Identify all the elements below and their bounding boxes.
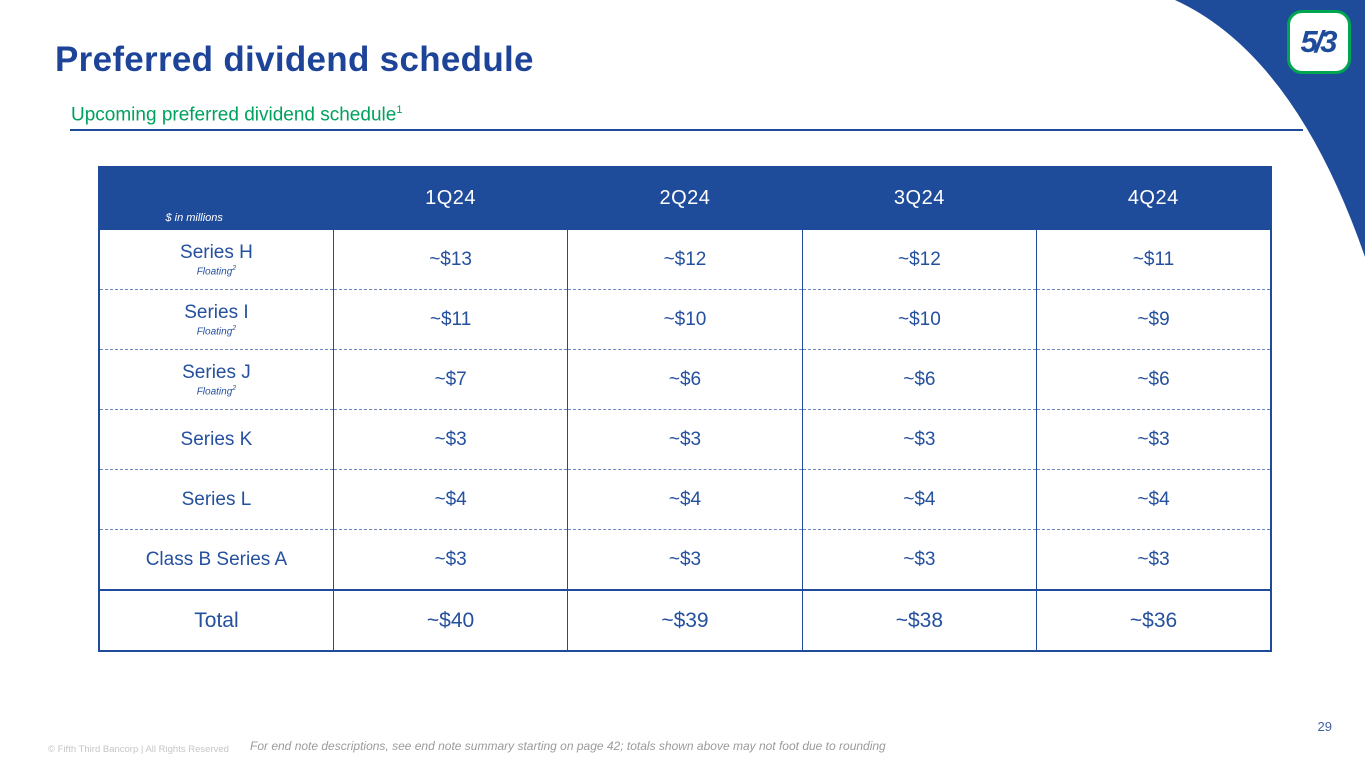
section-subtitle: Upcoming preferred dividend schedule1 — [71, 104, 402, 126]
cell-value: ~$9 — [1036, 289, 1271, 350]
cell-value: ~$3 — [1036, 409, 1271, 470]
row-label-cell: Series I Floating2 — [99, 289, 334, 350]
row-sublabel: Floating2 — [196, 384, 237, 398]
endnote-footnote: For end note descriptions, see end note … — [250, 739, 886, 753]
row-label: Series H — [180, 241, 253, 263]
dividend-schedule-table: $ in millions 1Q24 2Q24 3Q24 4Q24 Series… — [98, 166, 1272, 652]
row-label: Series J — [182, 361, 251, 383]
table-row-series-h: Series H Floating2 ~$13 ~$12 ~$12 ~$11 — [99, 229, 1271, 290]
cell-value: ~$10 — [801, 289, 1037, 350]
total-value: ~$39 — [567, 589, 803, 651]
cell-value: ~$12 — [567, 229, 803, 290]
row-label: Series K — [180, 428, 253, 450]
row-label: Class B Series A — [145, 548, 288, 570]
total-label-cell: Total — [99, 589, 334, 651]
table-row-series-k: Series K ~$3 ~$3 ~$3 ~$3 — [99, 409, 1271, 470]
cell-value: ~$3 — [801, 409, 1037, 470]
table-row-series-j: Series J Floating2 ~$7 ~$6 ~$6 ~$6 — [99, 349, 1271, 410]
cell-value: ~$6 — [801, 349, 1037, 410]
table-header: $ in millions 1Q24 2Q24 3Q24 4Q24 — [99, 167, 1271, 230]
row-sublabel: Floating2 — [196, 324, 237, 338]
column-header-2q24: 2Q24 — [567, 167, 803, 230]
total-label: Total — [194, 608, 239, 632]
row-label-cell: Series K — [99, 409, 334, 470]
cell-value: ~$6 — [1036, 349, 1271, 410]
cell-value: ~$11 — [332, 289, 568, 350]
column-header-4q24: 4Q24 — [1036, 167, 1271, 230]
cell-value: ~$4 — [332, 469, 568, 530]
cell-value: ~$11 — [1036, 229, 1271, 290]
cell-value: ~$4 — [801, 469, 1037, 530]
fifth-third-logo-icon: 5/3 — [1300, 24, 1337, 59]
page-title: Preferred dividend schedule — [55, 40, 534, 79]
cell-value: ~$3 — [567, 409, 803, 470]
cell-value: ~$3 — [332, 409, 568, 470]
table-row-series-l: Series L ~$4 ~$4 ~$4 ~$4 — [99, 469, 1271, 530]
cell-value: ~$6 — [567, 349, 803, 410]
copyright-notice: © Fifth Third Bancorp | All Rights Reser… — [48, 744, 229, 755]
cell-value: ~$13 — [332, 229, 568, 290]
table-row-class-b-series-a: Class B Series A ~$3 ~$3 ~$3 ~$3 — [99, 529, 1271, 590]
subtitle-underline — [70, 129, 1303, 131]
total-value: ~$38 — [801, 589, 1037, 651]
row-label: Series L — [181, 488, 252, 510]
row-label-cell: Series L — [99, 469, 334, 530]
cell-value: ~$3 — [1036, 529, 1271, 590]
unit-label: $ in millions — [99, 167, 334, 230]
table-row-series-i: Series I Floating2 ~$11 ~$10 ~$10 ~$9 — [99, 289, 1271, 350]
row-label: Series I — [184, 301, 249, 323]
cell-value: ~$7 — [332, 349, 568, 410]
cell-value: ~$10 — [567, 289, 803, 350]
cell-value: ~$4 — [1036, 469, 1271, 530]
cell-value: ~$12 — [801, 229, 1037, 290]
subtitle-endnote-superscript: 1 — [396, 104, 403, 116]
page-number: 29 — [1317, 719, 1332, 734]
row-sublabel: Floating2 — [196, 264, 237, 278]
section-subtitle-text: Upcoming preferred dividend schedule — [71, 104, 397, 126]
fifth-third-logo: 5/3 — [1287, 10, 1351, 74]
column-header-3q24: 3Q24 — [802, 167, 1037, 230]
cell-value: ~$4 — [567, 469, 803, 530]
column-header-1q24: 1Q24 — [333, 167, 568, 230]
cell-value: ~$3 — [332, 529, 568, 590]
row-label-cell: Class B Series A — [99, 529, 334, 590]
cell-value: ~$3 — [801, 529, 1037, 590]
row-label-cell: Series H Floating2 — [99, 229, 334, 290]
table-row-total: Total ~$40 ~$39 ~$38 ~$36 — [99, 589, 1271, 651]
total-value: ~$36 — [1036, 589, 1271, 651]
row-label-cell: Series J Floating2 — [99, 349, 334, 410]
cell-value: ~$3 — [567, 529, 803, 590]
total-value: ~$40 — [332, 589, 568, 651]
